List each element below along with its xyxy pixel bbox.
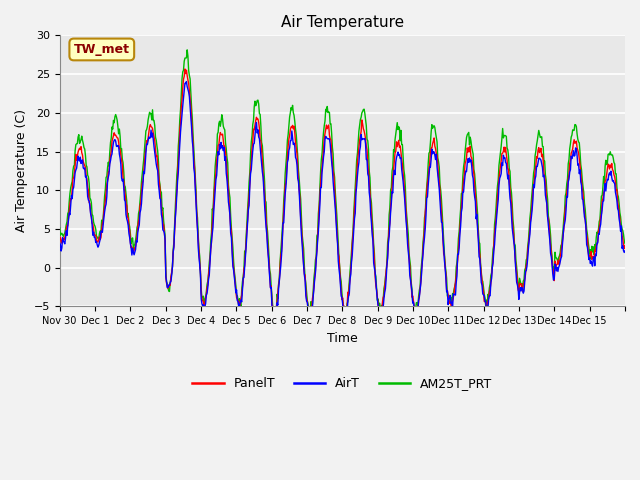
Title: Air Temperature: Air Temperature	[281, 15, 404, 30]
Y-axis label: Air Temperature (C): Air Temperature (C)	[15, 109, 28, 232]
Text: TW_met: TW_met	[74, 43, 130, 56]
Legend: PanelT, AirT, AM25T_PRT: PanelT, AirT, AM25T_PRT	[188, 372, 497, 396]
X-axis label: Time: Time	[327, 332, 358, 345]
